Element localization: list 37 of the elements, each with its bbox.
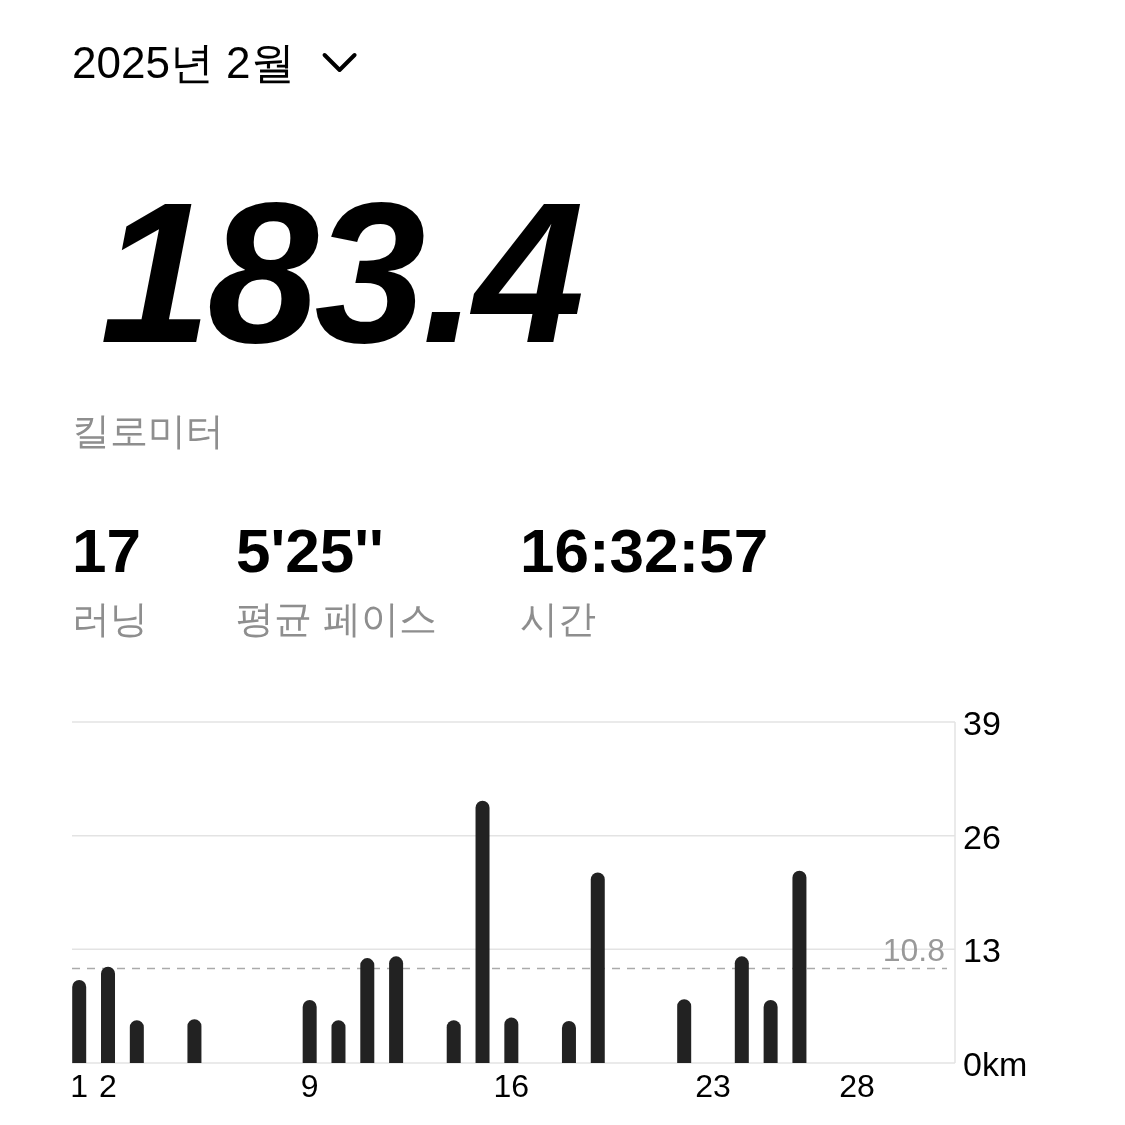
y-tick-label: 26 [963, 817, 1001, 856]
bar [360, 958, 375, 1063]
y-tick-label: 0km [963, 1045, 1028, 1083]
text: 16:32:57 [520, 516, 769, 585]
text: 시간 [520, 598, 596, 640]
bar [389, 956, 404, 1063]
bar [331, 1020, 346, 1063]
x-tick-label: 23 [695, 1068, 731, 1104]
x-tick-label: 1 [70, 1068, 89, 1104]
bar [72, 979, 87, 1063]
bar [129, 1020, 144, 1063]
x-tick-label: 9 [300, 1068, 319, 1104]
text: 킬로미터 [72, 410, 224, 452]
x-tick-label: 2 [99, 1068, 117, 1104]
bar [590, 872, 605, 1063]
bar [187, 1019, 202, 1063]
x-tick-label: 16 [493, 1068, 530, 1104]
bar [101, 966, 116, 1063]
ref-line-label: 10.8 [882, 931, 945, 968]
x-tick-label: 28 [839, 1068, 875, 1104]
bar [504, 1017, 519, 1063]
chart-title: 2025년 2월 [72, 38, 295, 87]
text: 17 [72, 516, 141, 585]
bar [734, 956, 749, 1063]
bar [561, 1021, 576, 1063]
y-tick-label: 13 [963, 931, 1001, 970]
text: 러닝 [72, 598, 148, 640]
text: 5'25'' [236, 516, 384, 585]
bar [302, 1000, 317, 1063]
bar [677, 999, 692, 1063]
y-tick-label: 39 [963, 704, 1001, 742]
bar [763, 1000, 778, 1063]
bar [446, 1020, 461, 1063]
text: 183.4 [100, 161, 582, 384]
bar [792, 870, 807, 1063]
text: 평균 페이스 [236, 598, 437, 640]
bar [475, 800, 490, 1063]
